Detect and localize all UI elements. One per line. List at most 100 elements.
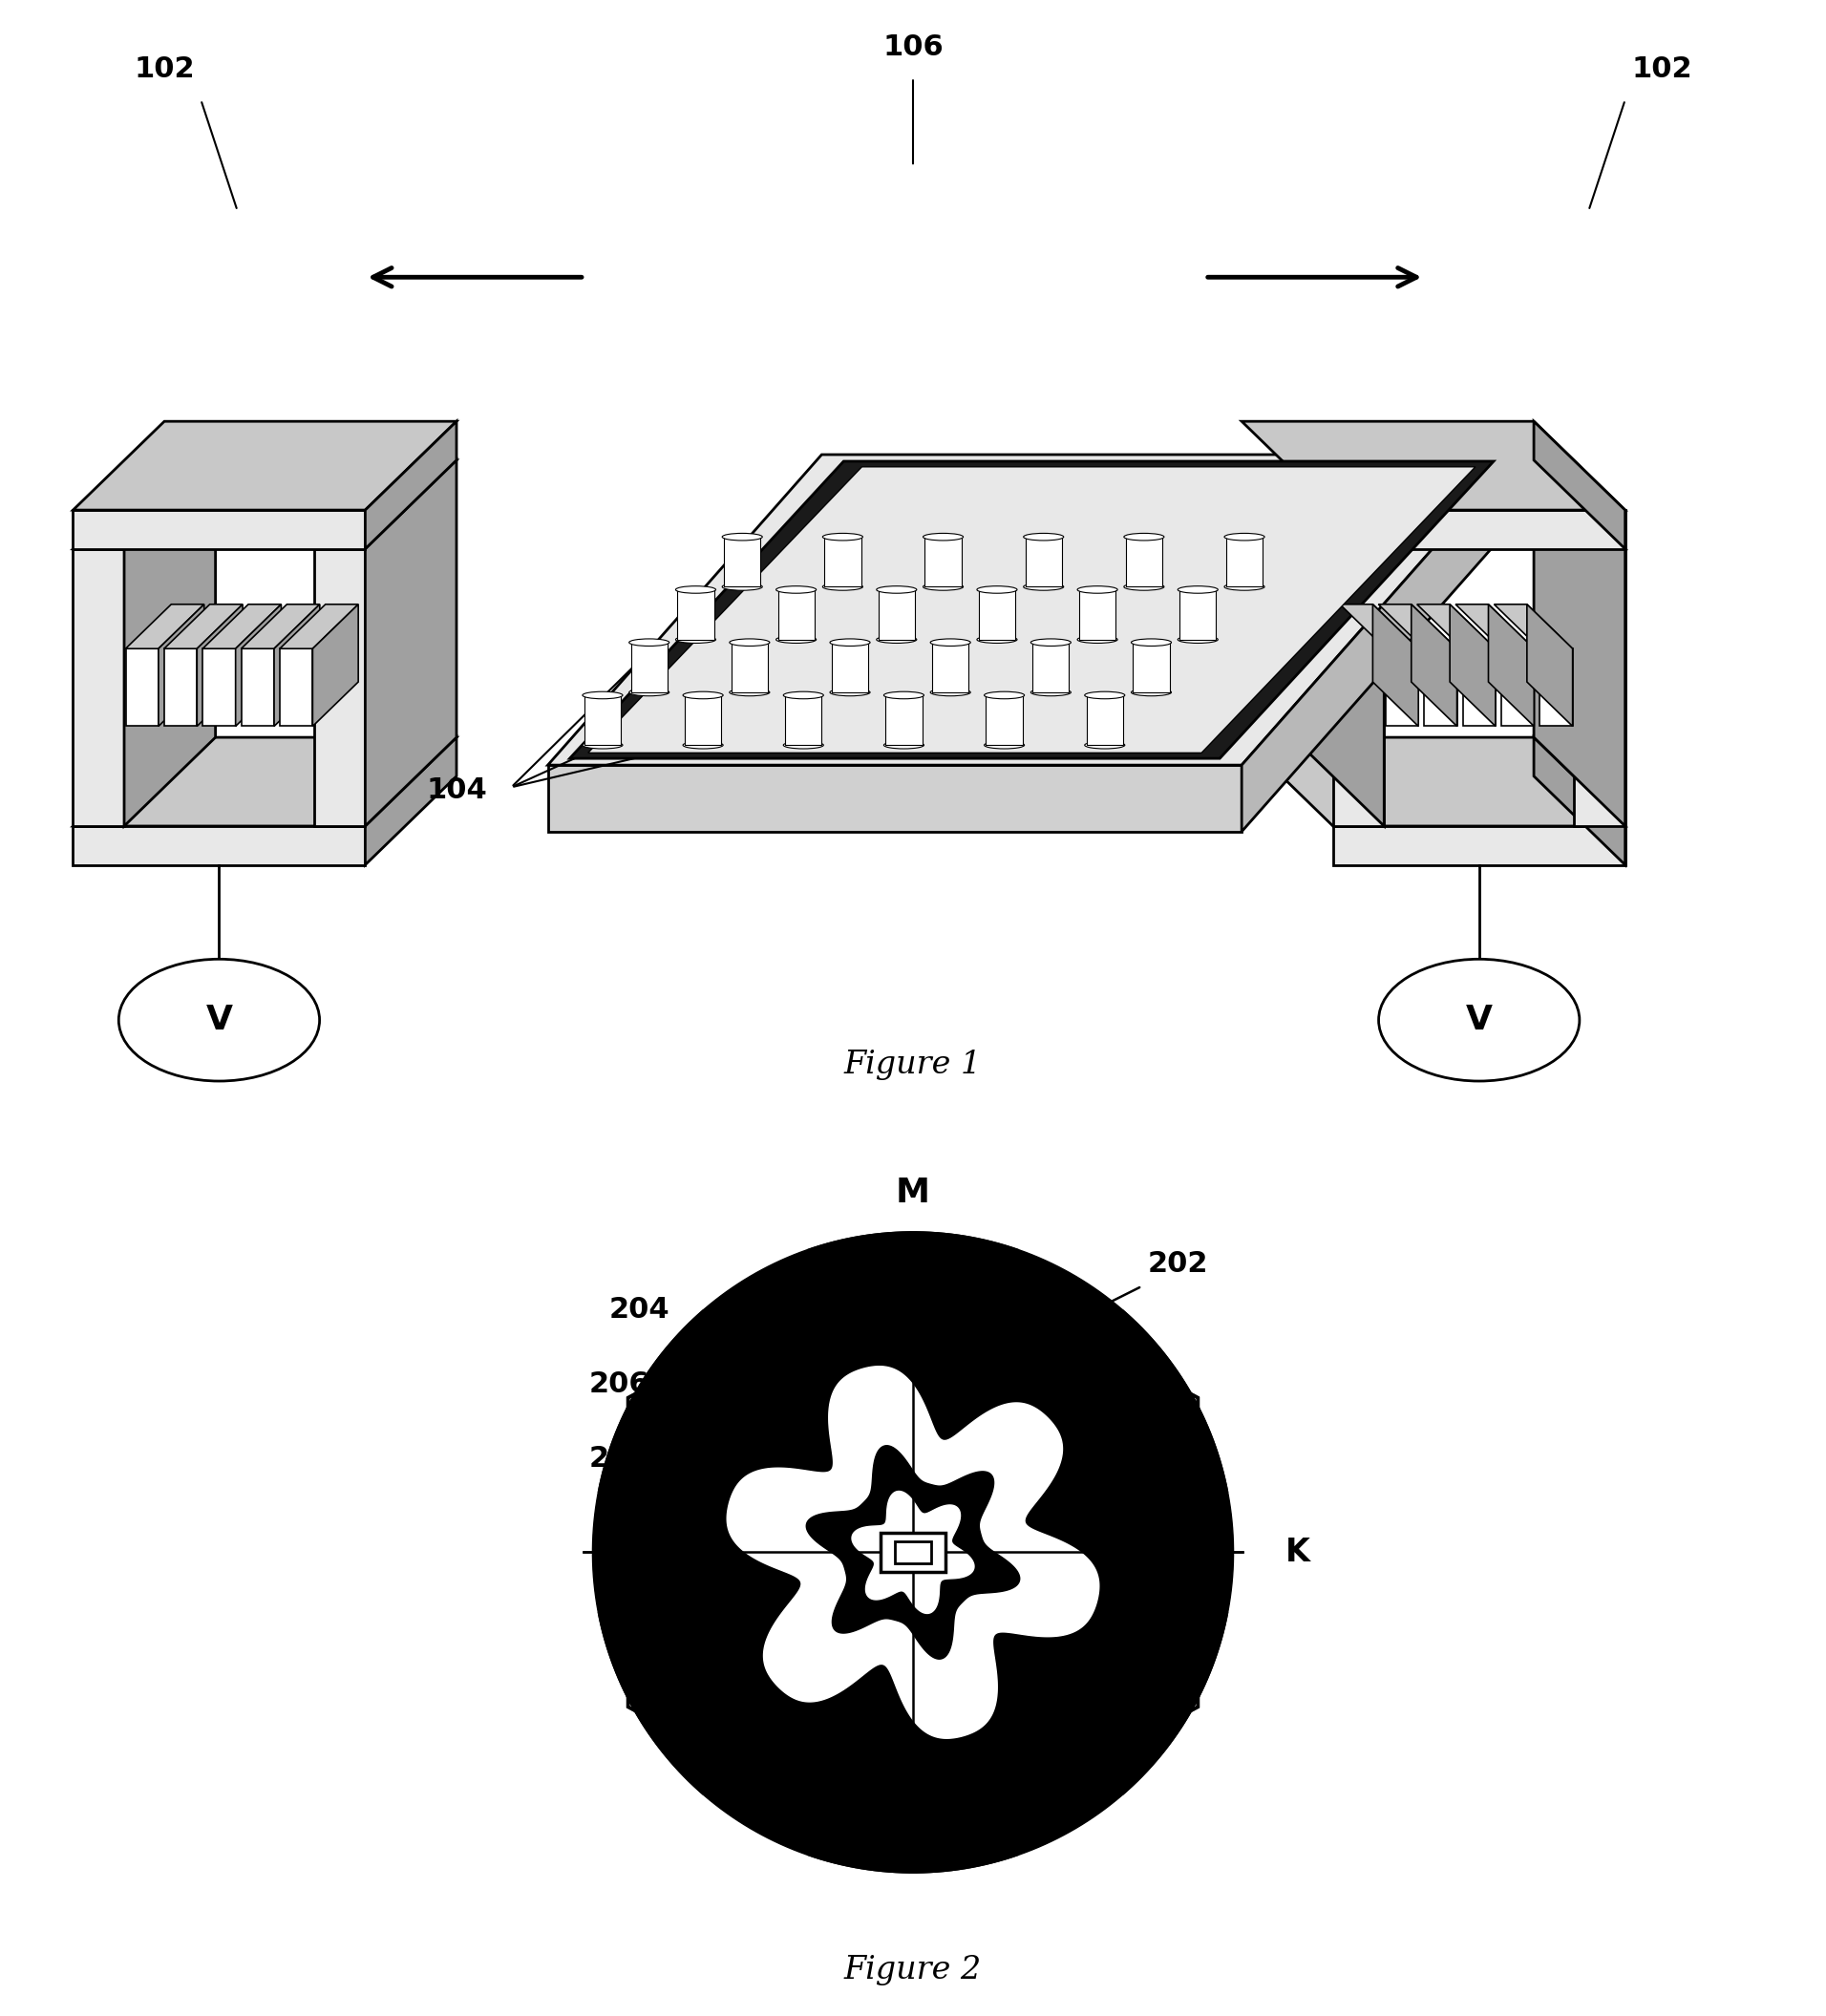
Polygon shape xyxy=(1501,649,1534,726)
Ellipse shape xyxy=(984,691,1024,700)
Ellipse shape xyxy=(822,534,862,540)
Text: V: V xyxy=(206,1004,232,1036)
Polygon shape xyxy=(584,696,621,746)
Ellipse shape xyxy=(829,689,869,696)
Polygon shape xyxy=(1534,738,1625,865)
Ellipse shape xyxy=(829,639,869,645)
Text: V: V xyxy=(1466,1004,1492,1036)
Ellipse shape xyxy=(721,534,763,540)
Ellipse shape xyxy=(729,689,771,696)
Polygon shape xyxy=(548,764,1242,831)
Polygon shape xyxy=(73,421,456,510)
Text: Γ: Γ xyxy=(915,1615,933,1643)
Ellipse shape xyxy=(977,635,1017,643)
Polygon shape xyxy=(853,1492,973,1613)
Polygon shape xyxy=(807,1232,1227,1522)
Polygon shape xyxy=(126,649,159,726)
Polygon shape xyxy=(807,1599,1227,1873)
Polygon shape xyxy=(1386,649,1419,726)
Polygon shape xyxy=(1483,460,1625,548)
Text: 202: 202 xyxy=(1149,1250,1209,1278)
Polygon shape xyxy=(723,536,760,587)
Ellipse shape xyxy=(676,587,716,593)
Polygon shape xyxy=(279,605,358,649)
Ellipse shape xyxy=(776,635,816,643)
Ellipse shape xyxy=(984,742,1024,748)
Circle shape xyxy=(1379,960,1579,1081)
Polygon shape xyxy=(1024,536,1061,587)
Polygon shape xyxy=(1085,1401,1176,1478)
Text: 208: 208 xyxy=(590,1445,650,1472)
Ellipse shape xyxy=(628,639,668,645)
Polygon shape xyxy=(126,605,205,649)
Polygon shape xyxy=(893,1738,940,1855)
Polygon shape xyxy=(1534,421,1625,548)
Polygon shape xyxy=(1411,605,1457,726)
Polygon shape xyxy=(1333,510,1625,548)
Ellipse shape xyxy=(1077,587,1118,593)
Polygon shape xyxy=(197,605,243,726)
Polygon shape xyxy=(1373,605,1419,726)
Ellipse shape xyxy=(729,639,771,645)
Polygon shape xyxy=(886,1250,933,1367)
Polygon shape xyxy=(365,421,456,548)
Ellipse shape xyxy=(628,689,668,696)
Ellipse shape xyxy=(929,689,971,696)
Polygon shape xyxy=(632,643,668,691)
Polygon shape xyxy=(1450,605,1495,726)
Polygon shape xyxy=(1333,548,1384,827)
Ellipse shape xyxy=(783,742,824,748)
Ellipse shape xyxy=(1178,587,1218,593)
Polygon shape xyxy=(1424,649,1457,726)
Polygon shape xyxy=(1086,696,1123,746)
Ellipse shape xyxy=(884,742,924,748)
Polygon shape xyxy=(1132,643,1169,691)
Text: 104: 104 xyxy=(425,776,488,804)
Polygon shape xyxy=(203,605,281,649)
Polygon shape xyxy=(824,536,860,587)
Polygon shape xyxy=(274,605,320,726)
Polygon shape xyxy=(241,649,274,726)
Polygon shape xyxy=(279,649,312,726)
Polygon shape xyxy=(931,643,968,691)
Polygon shape xyxy=(592,1310,805,1794)
Polygon shape xyxy=(314,460,456,548)
Ellipse shape xyxy=(1085,691,1125,700)
Ellipse shape xyxy=(929,639,971,645)
Text: Figure 2: Figure 2 xyxy=(844,1956,982,1986)
Polygon shape xyxy=(895,1540,931,1564)
Ellipse shape xyxy=(1223,583,1264,591)
Polygon shape xyxy=(1242,454,1516,831)
Ellipse shape xyxy=(876,635,917,643)
Polygon shape xyxy=(650,1627,741,1704)
Text: 102: 102 xyxy=(133,56,195,83)
Text: M: M xyxy=(897,1177,929,1210)
Ellipse shape xyxy=(1123,583,1163,591)
Polygon shape xyxy=(1065,1651,1176,1704)
Ellipse shape xyxy=(683,742,723,748)
Polygon shape xyxy=(164,605,243,649)
Polygon shape xyxy=(124,460,215,827)
Polygon shape xyxy=(628,1244,1198,1861)
Polygon shape xyxy=(833,643,867,691)
Polygon shape xyxy=(1488,605,1534,726)
Polygon shape xyxy=(1242,460,1384,548)
Polygon shape xyxy=(727,1367,1099,1738)
Polygon shape xyxy=(785,696,822,746)
Polygon shape xyxy=(1455,605,1534,649)
Ellipse shape xyxy=(582,742,623,748)
Polygon shape xyxy=(241,605,320,649)
Text: 106: 106 xyxy=(882,34,944,60)
Polygon shape xyxy=(650,1401,761,1454)
Polygon shape xyxy=(1021,1310,1234,1794)
Polygon shape xyxy=(73,738,456,827)
Ellipse shape xyxy=(1085,742,1125,748)
Circle shape xyxy=(119,960,320,1081)
Ellipse shape xyxy=(922,583,964,591)
Ellipse shape xyxy=(1123,534,1163,540)
Ellipse shape xyxy=(922,534,964,540)
Polygon shape xyxy=(159,605,205,726)
Polygon shape xyxy=(1574,548,1625,827)
Text: 102: 102 xyxy=(1631,56,1693,83)
Polygon shape xyxy=(685,696,721,746)
